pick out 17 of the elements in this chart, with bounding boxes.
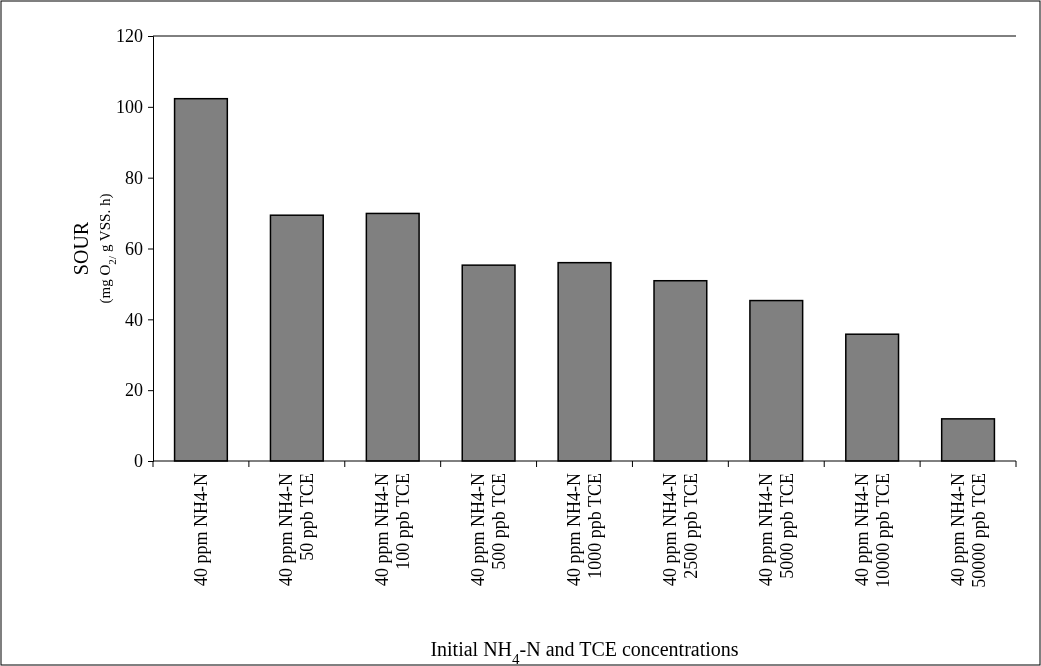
y-tick-label: 60: [125, 238, 143, 259]
x-tick-label: 40 ppm NH4-N 10000 ppb TCE: [851, 473, 893, 588]
x-tick-label: 40 ppm NH4-N 50000 ppb TCE: [947, 473, 989, 588]
x-axis-title: Initial NH$_{4}$-N and TCE concentrations: [430, 638, 739, 666]
x-tick-label: 40 ppm NH4-N 100 ppb TCE: [372, 473, 414, 586]
y-tick-label: 80: [125, 167, 143, 188]
y-tick-label: 120: [116, 26, 143, 47]
x-tick-label: 40 ppm NH4-N 2500 ppb TCE: [659, 473, 701, 586]
x-tick-label: 40 ppm NH4-N: [190, 473, 211, 586]
x-tick-label: 40 ppm NH4-N 500 ppb TCE: [468, 473, 510, 586]
y-tick-label: 100: [116, 97, 143, 118]
y-tick-label: 0: [134, 451, 143, 472]
y-tick-label: 40: [125, 309, 143, 330]
x-tick-label: 40 ppm NH4-N 5000 ppb TCE: [755, 473, 797, 586]
x-tick-label: 40 ppm NH4-N 1000 ppb TCE: [564, 473, 605, 586]
y-tick-label: 20: [125, 380, 143, 401]
x-tick-label: 40 ppm NH4-N 50 ppb TCE: [276, 473, 318, 586]
